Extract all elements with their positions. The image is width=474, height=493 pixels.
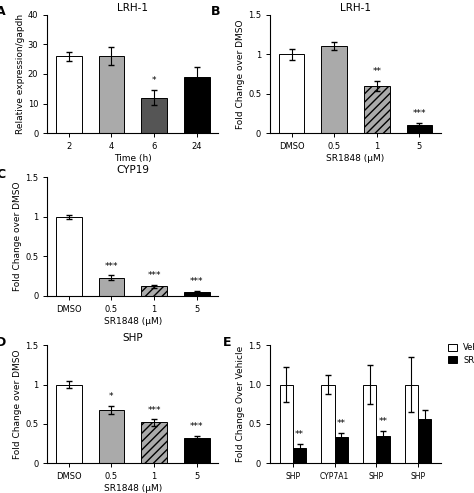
Bar [280,385,293,463]
Text: ***: *** [190,278,203,286]
Bar [184,292,210,296]
Text: A: A [0,5,6,18]
Text: ***: *** [190,422,203,431]
Bar [293,448,306,463]
Bar [184,77,210,133]
Text: ***: *** [105,262,118,271]
Bar [99,410,124,463]
Bar [56,385,82,463]
Title: SHP: SHP [122,333,143,343]
Y-axis label: Fold Change over DMSO: Fold Change over DMSO [13,350,22,459]
Bar [321,385,335,463]
Y-axis label: Fold Change over DMSO: Fold Change over DMSO [236,19,245,129]
Text: **: ** [295,430,304,439]
Bar [141,286,167,296]
Title: LRH-1: LRH-1 [117,2,148,13]
Bar [184,438,210,463]
Bar [141,98,167,133]
X-axis label: Time (h): Time (h) [114,154,152,163]
Bar [279,54,304,133]
Y-axis label: Fold Change Over Vehicle: Fold Change Over Vehicle [236,346,245,462]
Y-axis label: Fold Change over DMSO: Fold Change over DMSO [13,182,22,291]
Text: **: ** [378,417,387,425]
Text: *: * [109,392,114,401]
Text: *: * [152,76,156,85]
Text: D: D [0,336,7,349]
X-axis label: SR1848 (μM): SR1848 (μM) [104,484,162,493]
Bar [99,278,124,296]
Text: C: C [0,168,5,181]
Text: ***: *** [147,406,161,415]
Legend: Vehicle, SR1848: Vehicle, SR1848 [448,343,474,365]
Bar [364,86,390,133]
Bar [56,56,82,133]
Bar [56,217,82,296]
X-axis label: SR1848 (μM): SR1848 (μM) [104,317,162,325]
Title: CYP19: CYP19 [116,165,149,176]
X-axis label: SR1848 (μM): SR1848 (μM) [327,154,384,163]
Text: ***: *** [147,271,161,280]
Title: LRH-1: LRH-1 [340,2,371,13]
Text: B: B [210,5,220,18]
Text: E: E [222,336,231,349]
Text: **: ** [337,419,346,428]
Y-axis label: Relative expression/gapdh: Relative expression/gapdh [16,14,25,134]
Bar [321,46,347,133]
Bar [376,436,390,463]
Text: **: ** [373,68,381,76]
Bar [99,56,124,133]
Bar [335,437,348,463]
Bar [407,125,432,133]
Bar [418,419,431,463]
Bar [141,423,167,463]
Bar [363,385,376,463]
Bar [405,385,418,463]
Text: ***: *** [413,109,426,118]
